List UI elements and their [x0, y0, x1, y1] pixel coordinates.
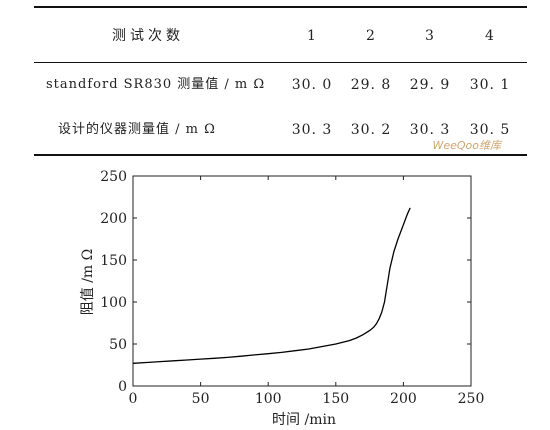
sr830-value-4: 30. 1: [469, 77, 511, 93]
x-axis-label: 时间 /min: [272, 412, 336, 428]
axis-ticks: [132, 175, 472, 387]
x-tick-label: 150: [322, 391, 349, 407]
x-tick-label: 200: [390, 391, 417, 407]
y-axis-label: 阻值 /m Ω: [80, 249, 96, 316]
designed-value-1: 30. 3: [291, 122, 333, 138]
designed-value-3: 30. 3: [409, 122, 451, 138]
designed-value-4: 30. 5: [469, 122, 511, 138]
header-trial-3: 3: [425, 28, 435, 44]
series-layer: [132, 207, 411, 364]
sr830-value-3: 29. 9: [409, 77, 451, 93]
comparison-table: 测试次数 1 2 3 4 standford SR830 测量值 / m Ω 3…: [34, 0, 527, 156]
designed-value-2: 30. 2: [350, 122, 392, 138]
table-header-rule: [34, 62, 527, 63]
axis-tick-labels: 0 50 100 150 200 250 0 50 100 150 200 250: [100, 169, 484, 407]
table-top-rule: [34, 6, 527, 8]
x-tick-label: 0: [129, 391, 138, 407]
resistance-time-chart: 0 50 100 150 200 250 0 50 100 150 200 250 时间 /min 阻…: [80, 169, 484, 428]
y-tick-label: 0: [118, 379, 127, 395]
plot-frame: [132, 175, 472, 387]
y-tick-label: 150: [100, 253, 127, 269]
x-tick-label: 100: [255, 391, 282, 407]
sr830-value-1: 30. 0: [291, 77, 333, 93]
series-line-0: [132, 207, 411, 364]
weeqoo-watermark: WeeQoo维库: [432, 139, 501, 152]
x-tick-label: 50: [192, 391, 210, 407]
y-tick-label: 50: [109, 337, 127, 353]
y-tick-label: 100: [100, 295, 127, 311]
header-trial-2: 2: [366, 28, 376, 44]
y-tick-label: 250: [100, 169, 127, 185]
x-tick-label: 250: [458, 391, 485, 407]
table-bottom-rule: [34, 154, 527, 156]
header-trial-1: 1: [307, 28, 317, 44]
row-label-sr830: standford SR830 测量值 / m Ω: [46, 77, 266, 92]
sr830-value-2: 29. 8: [350, 77, 392, 93]
y-tick-label: 200: [100, 211, 127, 227]
header-trial-count-label: 测试次数: [112, 28, 184, 44]
row-label-designed-instrument: 设计的仪器测量值 / m Ω: [58, 122, 216, 137]
header-trial-4: 4: [485, 28, 495, 44]
